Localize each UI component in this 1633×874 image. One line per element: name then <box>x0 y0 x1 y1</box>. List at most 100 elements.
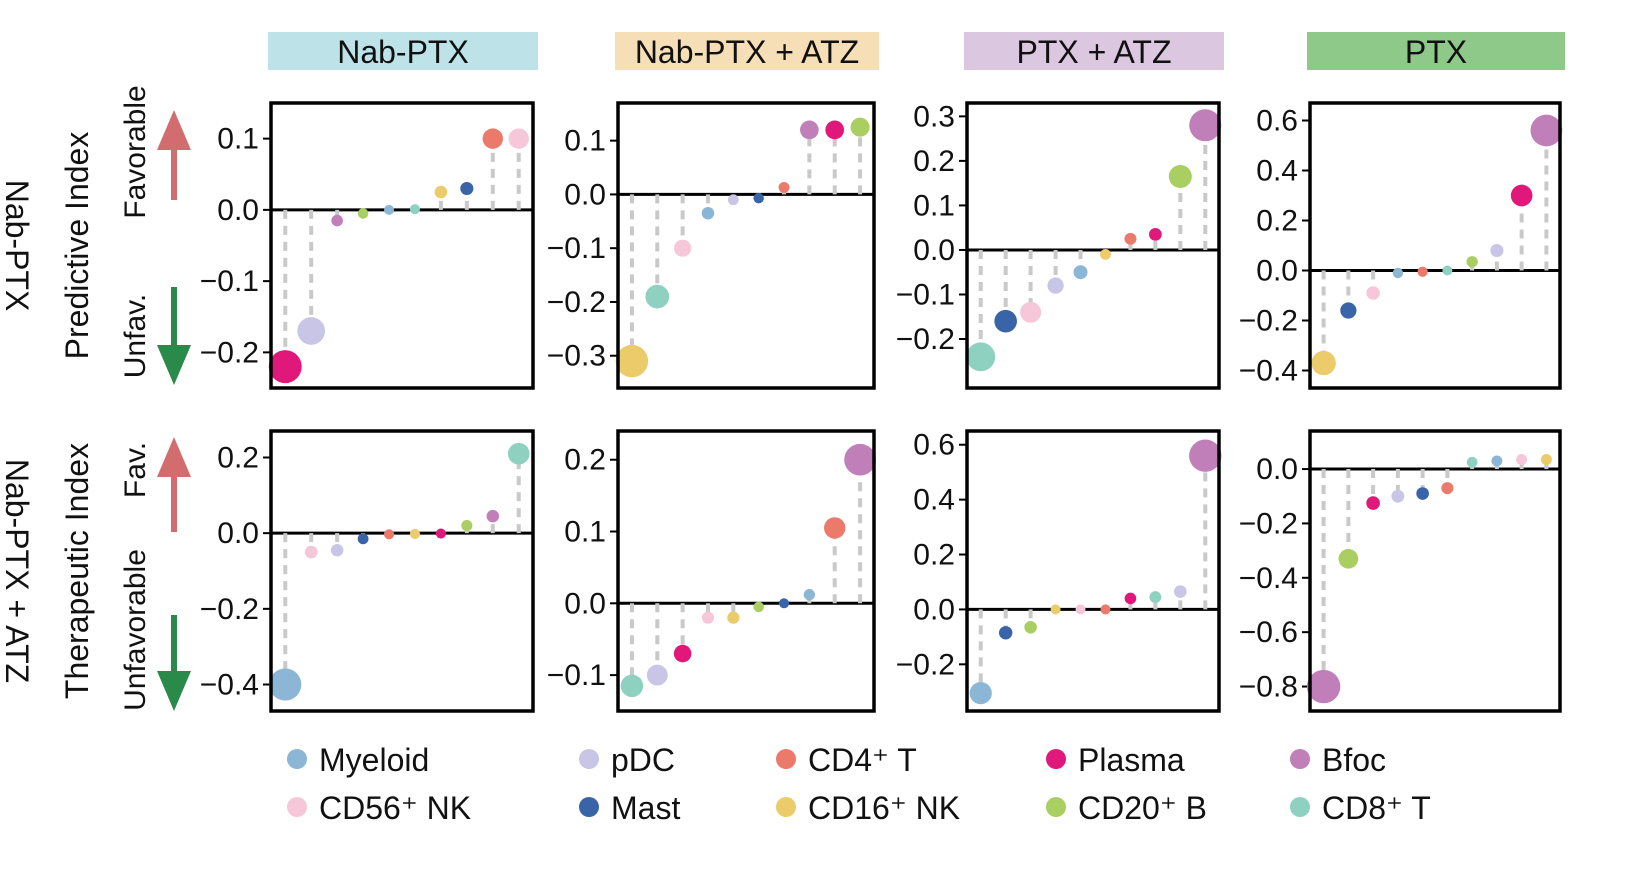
point-pdc <box>646 664 668 686</box>
y-tick-label: 0.3 <box>913 100 955 133</box>
point-mast <box>753 192 764 204</box>
row-index-title-1: Predictive Index <box>59 132 95 360</box>
panels: 0.10.0−0.1−0.20.10.0−0.1−0.2−0.30.30.20.… <box>200 100 1563 713</box>
point-bfoc <box>800 120 819 140</box>
point-cd20-pos-b <box>1024 620 1037 634</box>
point-myeloid <box>1392 267 1404 279</box>
y-tick-label: 0.1 <box>913 189 955 222</box>
point-cd56-pos-nk <box>1020 301 1042 323</box>
point-plasma <box>1124 592 1137 605</box>
point-pdc <box>727 194 739 206</box>
legend-swatch-cd8-pos-t <box>1290 797 1310 817</box>
legend-label-mast: Mast <box>611 790 680 826</box>
y-tick-label: 0.2 <box>913 145 955 178</box>
favorable-arrow-up-icon-2 <box>157 437 191 477</box>
point-cd4-pos-t <box>824 517 846 539</box>
point-bfoc <box>331 214 343 227</box>
point-cd16-pos-nk <box>1311 350 1336 376</box>
point-pdc <box>297 317 326 345</box>
point-pdc <box>1490 243 1504 258</box>
point-cd4-pos-t <box>482 128 503 149</box>
point-myeloid <box>384 204 395 215</box>
row-outer-label-2: Nab-PTX + ATZ <box>0 459 35 683</box>
column-header-bg-2 <box>615 32 879 70</box>
y-tick-label: 0.0 <box>564 587 606 620</box>
unfavorable-arrow-down-icon-2 <box>157 671 191 711</box>
unfavorable-arrow-down-icon-1 <box>157 345 191 385</box>
point-cd8-pos-t <box>1442 265 1453 276</box>
point-cd16-pos-nk <box>434 185 448 199</box>
point-cd20-pos-b <box>461 520 473 532</box>
point-myeloid <box>969 682 992 705</box>
y-tick-label: 0.2 <box>217 441 259 474</box>
point-cd16-pos-nk <box>615 344 649 378</box>
column-header-3: PTX + ATZ <box>1017 34 1172 70</box>
point-plasma <box>268 350 302 384</box>
panel-frame <box>616 101 876 390</box>
y-tick-label: 0.4 <box>1256 155 1298 188</box>
y-tick-label: −0.4 <box>200 669 259 702</box>
row-unfav-label-2: Unfavorable <box>119 549 152 711</box>
legend: Myeloid pDC CD4⁺ T Plasma Bfoc CD56⁺ NK Mast CD… <box>287 742 1431 826</box>
legend-label-cd4-pos-t: CD4⁺ T <box>808 742 917 778</box>
column-headers: Nab-PTX Nab-PTX + ATZ PTX + ATZ PTX <box>268 32 1565 70</box>
point-plasma <box>673 644 692 663</box>
y-tick-label: −0.1 <box>547 232 606 265</box>
y-tick-label: 0.0 <box>1256 453 1298 486</box>
y-tick-label: 0.1 <box>564 516 606 549</box>
panel-frame <box>965 429 1221 713</box>
point-cd20-pos-b <box>1338 548 1359 569</box>
y-tick-label: −0.6 <box>1239 616 1298 649</box>
y-tick-label: −0.4 <box>1239 355 1298 388</box>
point-cd20-pos-b <box>1168 164 1192 188</box>
point-cd56-pos-nk <box>1366 286 1380 300</box>
y-tick-label: −0.2 <box>1239 305 1298 338</box>
point-bfoc <box>1530 114 1563 147</box>
panel-r1-c4: 0.6 0.4 0.2 0.0 −0.2 −0.4 <box>1239 101 1563 390</box>
y-tick-label: −0.1 <box>200 265 259 298</box>
legend-swatch-plasma <box>1046 749 1066 769</box>
legend-swatch-myeloid <box>287 749 307 769</box>
y-tick-label: 0.0 <box>564 178 606 211</box>
point-bfoc <box>844 443 876 476</box>
column-header-bg-4 <box>1307 32 1565 70</box>
panel-frame <box>1308 429 1562 713</box>
y-tick-label: 0.0 <box>217 517 259 550</box>
legend-label-bfoc: Bfoc <box>1322 742 1386 778</box>
y-tick-label: −0.2 <box>1239 507 1298 540</box>
point-cd56-pos-nk <box>701 611 715 624</box>
y-tick-label: 0.2 <box>564 444 606 477</box>
point-mast <box>994 309 1017 333</box>
y-tick-label: −0.2 <box>200 593 259 626</box>
y-tick-label: 0.1 <box>564 125 606 158</box>
row-outer-label-1: Nab-PTX <box>0 180 35 312</box>
point-myeloid <box>1073 265 1088 280</box>
point-plasma <box>435 528 446 539</box>
panel-r2-c2: 0.2 0.1 0.0 −0.1 <box>547 429 876 713</box>
panel-r2-c3: 0.6 0.4 0.2 0.0 −0.2 <box>896 429 1222 713</box>
point-cd8-pos-t <box>966 342 996 372</box>
point-cd8-pos-t <box>1466 456 1478 468</box>
point-cd56-pos-nk <box>508 128 529 149</box>
row-index-title-2: Therapeutic Index <box>59 443 95 699</box>
legend-swatch-mast <box>579 797 599 817</box>
point-cd8-pos-t <box>645 284 670 309</box>
point-pdc <box>1047 277 1064 294</box>
y-tick-label: −0.1 <box>896 278 955 311</box>
point-cd4-pos-t <box>1417 266 1428 277</box>
legend-label-cd8-pos-t: CD8⁺ T <box>1322 790 1431 826</box>
y-tick-label: 0.2 <box>913 539 955 572</box>
point-plasma <box>825 120 845 140</box>
y-tick-label: −0.4 <box>1239 562 1298 595</box>
point-mast <box>1416 487 1429 500</box>
row-fav-label-1: Favorable <box>119 85 152 218</box>
point-myeloid <box>803 589 816 601</box>
panel-r1-c1: 0.1 0.0 −0.1 −0.2 <box>200 101 535 390</box>
point-mast <box>357 533 369 545</box>
y-tick-label: −0.2 <box>547 286 606 319</box>
point-mast <box>998 626 1013 640</box>
legend-label-pdc: pDC <box>611 742 675 778</box>
point-bfoc <box>1189 439 1222 472</box>
point-cd16-pos-nk <box>1050 604 1061 615</box>
